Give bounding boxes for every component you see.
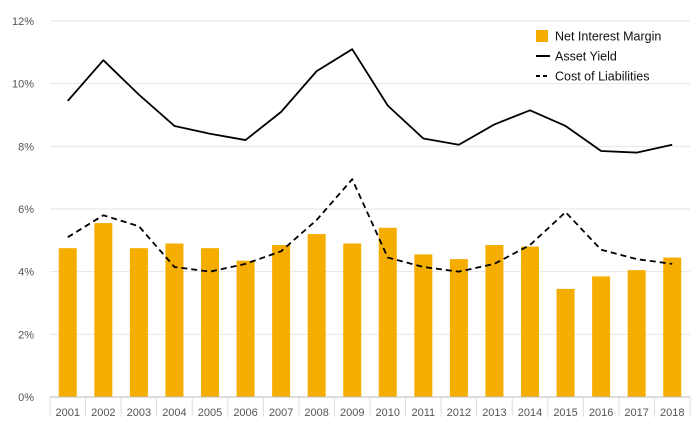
bar — [201, 248, 219, 397]
y-tick-label: 4% — [18, 267, 34, 279]
x-tick-label: 2009 — [340, 407, 364, 419]
x-tick-label: 2006 — [233, 407, 257, 419]
series-line — [67, 48, 673, 154]
x-tick-label: 2011 — [412, 407, 436, 419]
legend-swatch — [536, 30, 548, 42]
y-tick-label: 0% — [18, 392, 34, 404]
bar — [94, 223, 113, 397]
bar — [165, 243, 184, 397]
y-tick-label: 6% — [18, 204, 34, 216]
bar — [485, 245, 504, 397]
x-tick-label: 2008 — [304, 407, 328, 419]
x-tick-label: 2003 — [127, 407, 151, 419]
bar — [414, 254, 433, 397]
y-tick-label: 8% — [18, 141, 34, 153]
y-tick-label: 12% — [12, 16, 34, 28]
bar — [307, 234, 326, 397]
legend-label: Net Interest Margin — [555, 30, 661, 44]
x-tick-label: 2013 — [482, 407, 506, 419]
x-tick-label: 2012 — [447, 407, 471, 419]
y-tick-label: 10% — [12, 79, 34, 91]
x-tick-label: 2001 — [56, 407, 80, 419]
bar — [236, 260, 255, 397]
x-tick-label: 2015 — [553, 407, 577, 419]
bar — [556, 288, 575, 397]
series-line — [67, 178, 673, 273]
legend-label: Cost of Liabilities — [555, 70, 650, 84]
x-tick-label: 2007 — [269, 407, 293, 419]
bars — [58, 223, 682, 397]
x-tick-label: 2018 — [660, 407, 684, 419]
bar — [449, 259, 468, 397]
legend-label: Asset Yield — [555, 50, 617, 64]
x-tick-label: 2002 — [91, 407, 115, 419]
bar — [272, 245, 291, 397]
x-tick-label: 2010 — [376, 407, 400, 419]
bar — [592, 276, 611, 397]
bar — [378, 227, 397, 397]
bar — [58, 248, 77, 397]
x-tick-label: 2005 — [198, 407, 222, 419]
x-tick-label: 2014 — [518, 407, 542, 419]
gridlines — [50, 20, 690, 335]
x-tick-label: 2017 — [624, 407, 648, 419]
bar — [627, 270, 646, 397]
x-tick-label: 2004 — [162, 407, 186, 419]
series-lines — [67, 48, 673, 273]
bar — [343, 243, 362, 397]
bar — [129, 248, 148, 397]
bar — [663, 257, 682, 397]
legend: Net Interest Margin Asset Yield Cost of Li… — [536, 30, 661, 84]
axes: 0% 2% 4% 6% 8% 10% 12% 2001 2002 2003 2004 2005 2006… — [12, 16, 691, 419]
x-tick-label: 2016 — [589, 407, 613, 419]
bar — [521, 246, 539, 397]
y-tick-label: 2% — [18, 329, 34, 341]
